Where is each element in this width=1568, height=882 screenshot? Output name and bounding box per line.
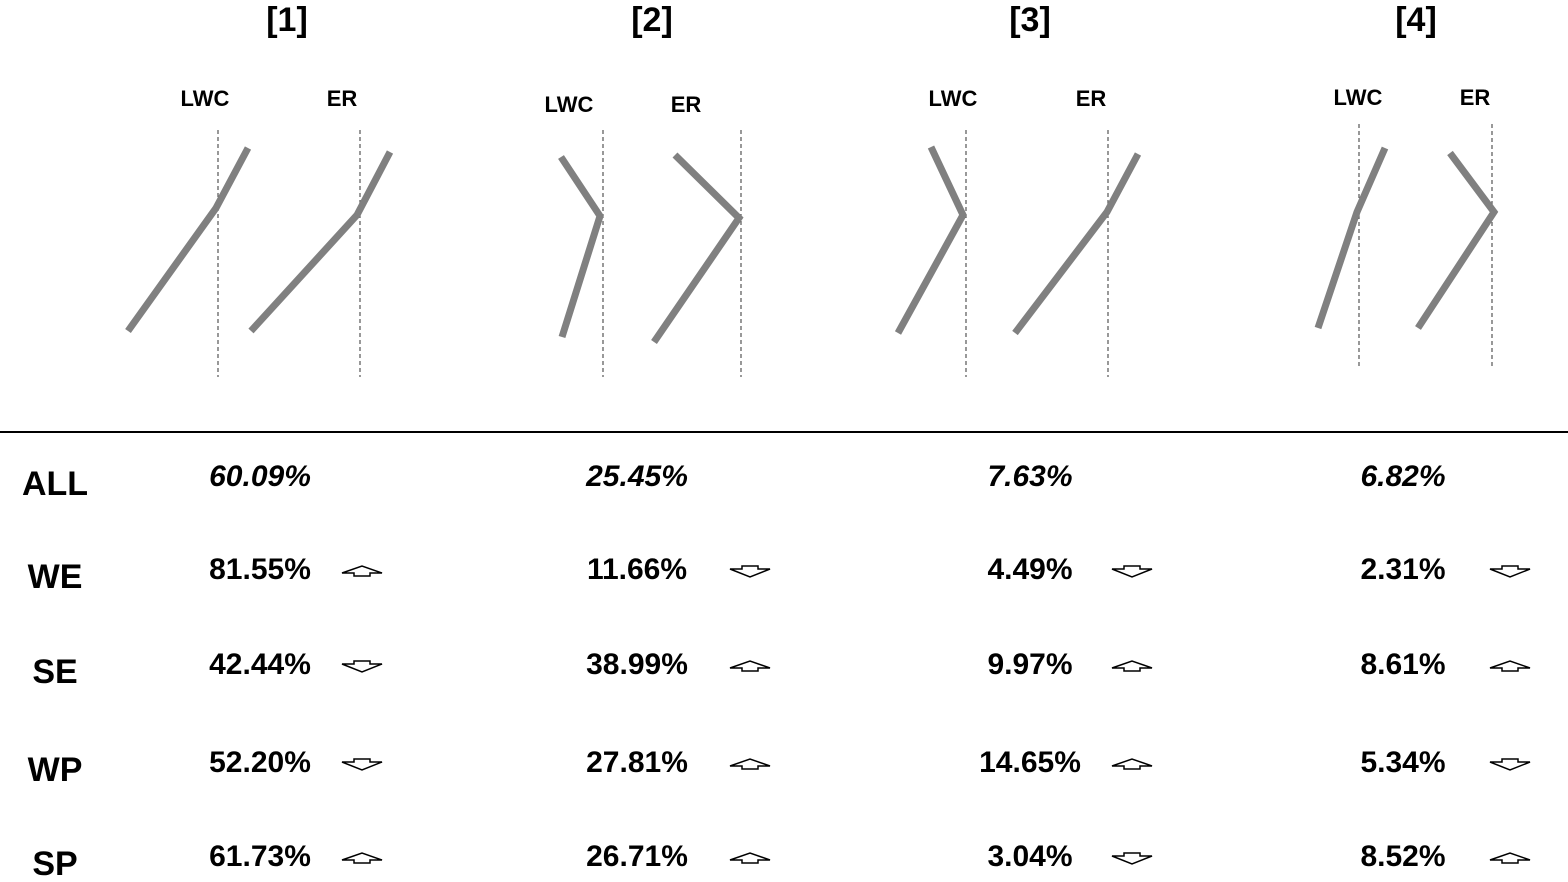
column-header: [3]: [1009, 1, 1051, 39]
arrow-down: [1111, 565, 1153, 578]
cell-value: 8.61%: [1360, 648, 1445, 681]
cell-value: 8.52%: [1360, 840, 1445, 873]
row-label: ALL: [22, 465, 88, 503]
column-header: [2]: [631, 1, 673, 39]
arrow-down: [1111, 852, 1153, 865]
arrow-down: [1489, 565, 1531, 578]
arrow-up: [1489, 660, 1531, 672]
cell-value: 14.65%: [979, 746, 1081, 779]
cell-value: 9.97%: [987, 648, 1072, 681]
cell-value: 11.66%: [587, 553, 687, 586]
cell-value: 60.09%: [209, 460, 311, 493]
cell-value: 4.49%: [987, 553, 1072, 586]
cell-value: 7.63%: [987, 460, 1072, 493]
cell-value: 61.73%: [209, 840, 311, 873]
arrow-down: [341, 660, 383, 673]
arrow-up: [341, 565, 383, 577]
axis-label: ER: [1460, 85, 1491, 110]
cell-value: 52.20%: [209, 746, 311, 779]
arrow-up: [729, 852, 771, 864]
arrow-up: [729, 758, 771, 770]
axis-label: ER: [327, 86, 358, 111]
cell-value: 38.99%: [586, 648, 688, 681]
cell-value: 6.82%: [1360, 460, 1445, 493]
cell-value: 27.81%: [586, 746, 688, 779]
arrow-down: [341, 758, 383, 771]
axis-label: ER: [671, 92, 702, 117]
arrow-down: [729, 565, 771, 578]
glyphs: [125, 124, 1499, 377]
cell-value: 42.44%: [209, 648, 311, 681]
row-label: SE: [32, 653, 77, 691]
axis-label: LWC: [181, 86, 230, 111]
column-header: [4]: [1395, 1, 1437, 39]
axis-label: LWC: [929, 86, 978, 111]
arrow-up: [729, 660, 771, 672]
cell-value: 81.55%: [209, 553, 311, 586]
cell-value: 3.04%: [987, 840, 1072, 873]
axis-label: LWC: [1334, 85, 1383, 110]
arrow-up: [1111, 758, 1153, 770]
row-label: SP: [32, 845, 77, 882]
arrow-up: [1111, 660, 1153, 672]
cell-value: 2.31%: [1360, 553, 1445, 586]
arrow-down: [1489, 758, 1531, 771]
cell-value: 5.34%: [1360, 746, 1445, 779]
row-label: WE: [28, 558, 83, 596]
cell-value: 26.71%: [586, 840, 688, 873]
arrow-up: [341, 852, 383, 864]
cell-value: 25.45%: [585, 460, 688, 493]
column-header: [1]: [266, 1, 308, 39]
axis-label: LWC: [545, 92, 594, 117]
arrow-up: [1489, 852, 1531, 864]
axis-label: ER: [1076, 86, 1107, 111]
row-label: WP: [28, 751, 83, 789]
